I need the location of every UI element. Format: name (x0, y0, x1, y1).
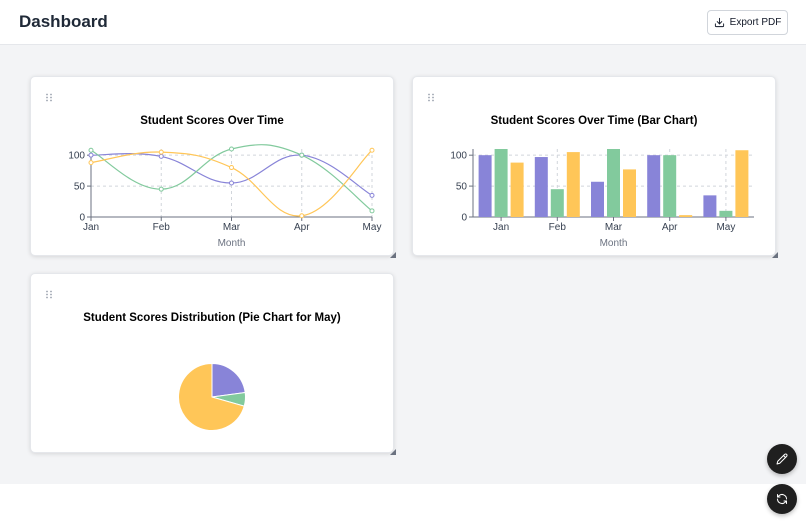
refresh-button[interactable] (767, 484, 797, 514)
x-tick-label: Jan (493, 222, 509, 233)
y-tick-label: 100 (450, 151, 467, 162)
x-tick-label: Apr (294, 222, 310, 233)
page-title: Dashboard (19, 12, 108, 31)
resize-handle-icon[interactable] (390, 449, 396, 455)
drag-handle-icon[interactable] (427, 93, 435, 102)
bar (663, 155, 677, 217)
data-point (299, 152, 305, 158)
x-tick-label: Feb (549, 222, 567, 233)
line-chart: 0 50 100 Jan Feb Mar Apr May Month (68, 144, 382, 249)
data-point (369, 147, 375, 153)
drag-handle-icon[interactable] (45, 93, 53, 102)
bar (566, 152, 580, 217)
drag-handle-icon[interactable] (45, 290, 53, 299)
pie-slice (211, 362, 246, 398)
edit-button[interactable] (767, 444, 797, 474)
line-chart-title: Student Scores Over Time (140, 115, 284, 127)
bar (550, 189, 564, 217)
data-point (158, 149, 164, 155)
data-point (369, 192, 375, 198)
bottom-strip (0, 484, 806, 523)
x-tick-label: Feb (153, 222, 171, 233)
x-tick-label: Jan (83, 222, 99, 233)
data-point (229, 146, 234, 152)
bar (719, 210, 733, 217)
data-point (158, 186, 164, 192)
data-point (229, 165, 234, 171)
bar (735, 150, 749, 217)
data-point (88, 147, 94, 153)
data-point (88, 160, 94, 166)
bar (607, 149, 620, 217)
x-tick-label: May (716, 222, 735, 233)
x-tick-label: Mar (605, 222, 623, 233)
x-tick-label: Mar (223, 222, 241, 233)
bar (679, 215, 693, 217)
y-tick-label: 50 (74, 182, 86, 193)
pie-slice (178, 362, 245, 431)
bar (534, 157, 548, 217)
resize-handle-icon[interactable] (772, 252, 778, 258)
data-point (299, 213, 305, 219)
data-point (158, 153, 164, 159)
data-point (369, 208, 375, 214)
refresh-icon (777, 494, 787, 504)
x-axis-title: Month (218, 238, 246, 249)
y-tick-label: 0 (79, 213, 85, 224)
bar (478, 155, 492, 217)
pie-chart (178, 362, 246, 431)
export-pdf-button[interactable]: Export PDF (707, 10, 788, 35)
data-point (229, 180, 234, 186)
bar-chart-title: Student Scores Over Time (Bar Chart) (490, 115, 698, 127)
bar (591, 181, 604, 217)
data-point (88, 152, 94, 158)
line-chart-card: Student Scores Over Time 0 50 100 Jan Feb Mar… (30, 76, 396, 258)
series-line (90, 149, 373, 217)
bar-chart: 0 50 100 Jan Feb Mar Apr May Month (450, 149, 754, 249)
export-pdf-label: Export PDF (729, 17, 782, 28)
y-tick-label: 50 (456, 182, 468, 193)
y-tick-label: 0 (461, 213, 467, 224)
bar-chart-card: Student Scores Over Time (Bar Chart) 0 50… (412, 76, 778, 258)
x-tick-label: May (363, 222, 382, 233)
resize-handle-icon[interactable] (390, 252, 396, 258)
bar (647, 155, 661, 217)
y-tick-label: 100 (68, 151, 85, 162)
bar (510, 162, 524, 217)
download-icon (714, 17, 724, 28)
bar (703, 195, 717, 217)
pencil-icon (776, 453, 788, 465)
x-tick-label: Apr (662, 222, 678, 233)
bar (623, 169, 636, 217)
pie-chart-title: Student Scores Distribution (Pie Chart f… (83, 312, 341, 324)
x-axis-title: Month (600, 238, 628, 249)
app-header: Dashboard Export PDF (0, 0, 806, 45)
pie-chart-card: Student Scores Distribution (Pie Chart f… (30, 273, 396, 455)
bar (494, 149, 508, 217)
